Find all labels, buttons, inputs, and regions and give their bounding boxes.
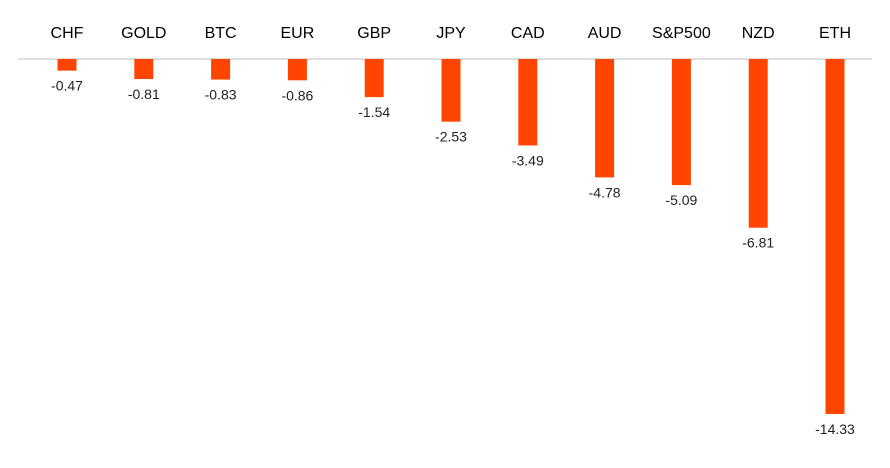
bar [748, 59, 768, 228]
value-label: -1.54 [358, 104, 390, 120]
value-label: -4.78 [589, 184, 621, 200]
bar [211, 59, 231, 80]
bar [364, 59, 384, 98]
bar [441, 59, 461, 122]
bar [595, 59, 615, 178]
value-label: -0.47 [51, 78, 83, 94]
bar [825, 59, 845, 414]
category-label: S&P500 [652, 25, 711, 42]
category-label: CAD [511, 25, 545, 42]
category-label: GOLD [121, 25, 166, 42]
category-label: EUR [281, 25, 315, 42]
value-label: -6.81 [742, 235, 774, 251]
category-label: GBP [357, 25, 391, 42]
bar [671, 59, 691, 186]
category-label: CHF [51, 25, 84, 42]
bars [57, 59, 845, 414]
value-label: -0.83 [205, 87, 237, 103]
category-label: BTC [205, 25, 237, 42]
value-label: -2.53 [435, 129, 467, 145]
value-labels: -0.47 -0.81 -0.83 -0.86 -1.54 -2.53 -3.49 -4.78… [51, 78, 855, 437]
category-label: NZD [742, 25, 775, 42]
bar [287, 59, 307, 81]
category-label: JPY [436, 25, 466, 42]
value-label: -14.33 [815, 421, 855, 437]
value-label: -3.49 [512, 152, 544, 168]
value-label: -5.09 [665, 192, 697, 208]
bar [134, 59, 154, 80]
category-labels: CHF GOLD BTC EUR GBP JPY CAD AUD S&P500 NZD ETH [51, 25, 851, 42]
value-label: -0.86 [281, 87, 313, 103]
value-label: -0.81 [128, 86, 160, 102]
category-label: AUD [588, 25, 622, 42]
category-label: ETH [819, 25, 851, 42]
bar [518, 59, 538, 146]
bar [57, 59, 77, 71]
